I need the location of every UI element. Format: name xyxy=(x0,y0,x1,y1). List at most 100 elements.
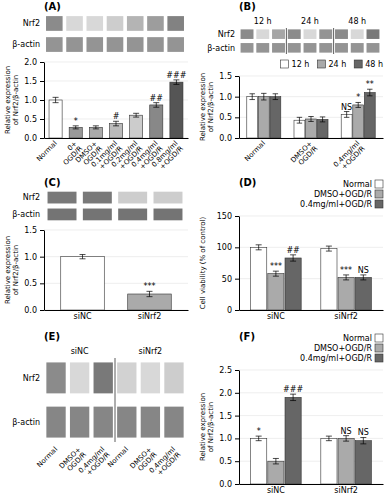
y-tick: 0.5 xyxy=(219,113,239,122)
y-tick: 150 xyxy=(217,212,239,221)
blot-lane xyxy=(118,209,147,221)
x-tick-label: siNC xyxy=(267,486,285,495)
error-bar xyxy=(93,126,99,129)
x-axis: Normal0+OGD/RDMSO+OGD/R0.1mg/ml+OGD/R0.2… xyxy=(35,138,188,174)
blot-lane xyxy=(241,43,254,53)
blot-lane xyxy=(367,29,380,39)
blot-lane xyxy=(304,43,317,53)
y-tick-label: 1.0 xyxy=(24,96,37,105)
error-bar xyxy=(153,103,159,108)
y-tick-label: 2.0 xyxy=(24,58,37,67)
lane-label: Normal xyxy=(106,445,130,469)
y-axis: 0.00.51.01.5 xyxy=(219,72,239,143)
legend-swatch xyxy=(375,354,383,362)
legend-swatch xyxy=(281,60,289,68)
bar-panel: ***0.00.51.01.5Relative expressionof Nrf… xyxy=(4,226,189,321)
x-tick: Normal xyxy=(243,138,267,163)
blot-lane xyxy=(46,362,65,393)
panel-title: (A) xyxy=(44,1,61,12)
error-bar xyxy=(344,112,349,118)
significance-label: * xyxy=(74,117,78,126)
blot-lane xyxy=(147,37,164,52)
y-tick-mark xyxy=(235,138,239,139)
x-axis-line xyxy=(45,310,189,311)
y-tick-mark xyxy=(235,279,239,280)
panel-title: (E) xyxy=(44,331,60,342)
error-bar xyxy=(343,275,349,280)
text-line: Cell viability (% of control) xyxy=(199,216,207,309)
y-tick-label: 150 xyxy=(217,212,232,221)
legend-item: Normal xyxy=(343,180,383,189)
blot-row xyxy=(48,192,183,204)
y-tick-mark xyxy=(235,117,239,118)
blot-lane xyxy=(83,209,112,221)
blot-row-label: Nrf2 xyxy=(23,374,40,383)
x-tick: siNC xyxy=(267,310,285,321)
grid-line xyxy=(239,76,383,77)
bar xyxy=(170,82,183,138)
error-bar xyxy=(273,271,279,276)
blot-row-label: Nrf2 xyxy=(23,19,40,28)
y-tick-label: 2.5 xyxy=(219,366,232,375)
bar xyxy=(338,438,354,484)
y-tick-label: 50 xyxy=(222,275,232,284)
blot-lane xyxy=(319,29,332,39)
blot-lane xyxy=(288,43,301,53)
y-tick-label: 1.5 xyxy=(219,72,232,81)
x-axis: siNCsiNrf2 xyxy=(240,310,384,321)
x-tick: siNC xyxy=(267,484,285,495)
legend-label: 0.4mg/ml+OGD/R xyxy=(300,354,372,363)
y-axis-line xyxy=(239,371,240,485)
significance-label: NS xyxy=(358,428,369,437)
y-tick-label: 1.0 xyxy=(24,253,37,262)
grid-line xyxy=(239,370,383,371)
y-tick: 0.5 xyxy=(219,457,239,466)
grid xyxy=(239,370,383,484)
bar xyxy=(341,114,352,138)
bar xyxy=(364,93,375,138)
y-axis-line xyxy=(44,231,45,311)
legend: NormalDMSO+OGD/R0.4mg/ml+OGD/R xyxy=(300,334,383,363)
blot-lane xyxy=(66,16,83,31)
group-label: siNrf2 xyxy=(139,347,163,356)
y-tick-mark xyxy=(235,97,239,98)
bar xyxy=(338,277,354,310)
bar xyxy=(251,247,267,310)
y-tick-mark xyxy=(235,247,239,248)
blot-lane xyxy=(94,362,113,393)
y-tick-label: 0.0 xyxy=(219,480,232,489)
bar xyxy=(61,257,105,310)
y-tick: 0.0 xyxy=(24,306,44,315)
legend-swatch xyxy=(354,60,362,68)
y-tick-label: 0.5 xyxy=(24,115,37,124)
legend-swatch xyxy=(375,180,383,188)
legend-label: 48 h xyxy=(365,60,383,69)
blot-lane xyxy=(94,407,113,438)
legend-item: 48 h xyxy=(354,60,383,69)
text-line: siNrf2 xyxy=(334,486,358,495)
error-bar xyxy=(133,113,139,117)
annotations: ******##NS xyxy=(270,246,369,275)
legend-label: Normal xyxy=(343,334,372,343)
blot-lane xyxy=(141,362,160,393)
blot-lane xyxy=(256,29,269,39)
x-axis-line xyxy=(240,138,384,139)
y-tick: 0.0 xyxy=(24,134,44,143)
x-tick: siNrf2 xyxy=(138,310,162,321)
blot-row-label: β-actin xyxy=(12,40,40,49)
blot-lane xyxy=(46,407,65,438)
error-bar xyxy=(113,121,119,126)
significance-label: ## xyxy=(286,246,300,255)
x-axis-line xyxy=(240,310,384,311)
blot-lane xyxy=(141,407,160,438)
error-bar xyxy=(360,437,366,443)
error-bar xyxy=(290,255,296,261)
y-axis: 0.00.51.01.52.02.5 xyxy=(219,366,239,489)
text-line: Normal xyxy=(35,139,59,163)
marks xyxy=(247,89,375,138)
annotations: *NS###NS xyxy=(257,385,369,437)
error-bar xyxy=(80,255,86,259)
blot-panel: (C)Nrf2β-actin xyxy=(12,177,182,220)
legend-label: 24 h xyxy=(328,60,346,69)
grid xyxy=(239,216,383,310)
